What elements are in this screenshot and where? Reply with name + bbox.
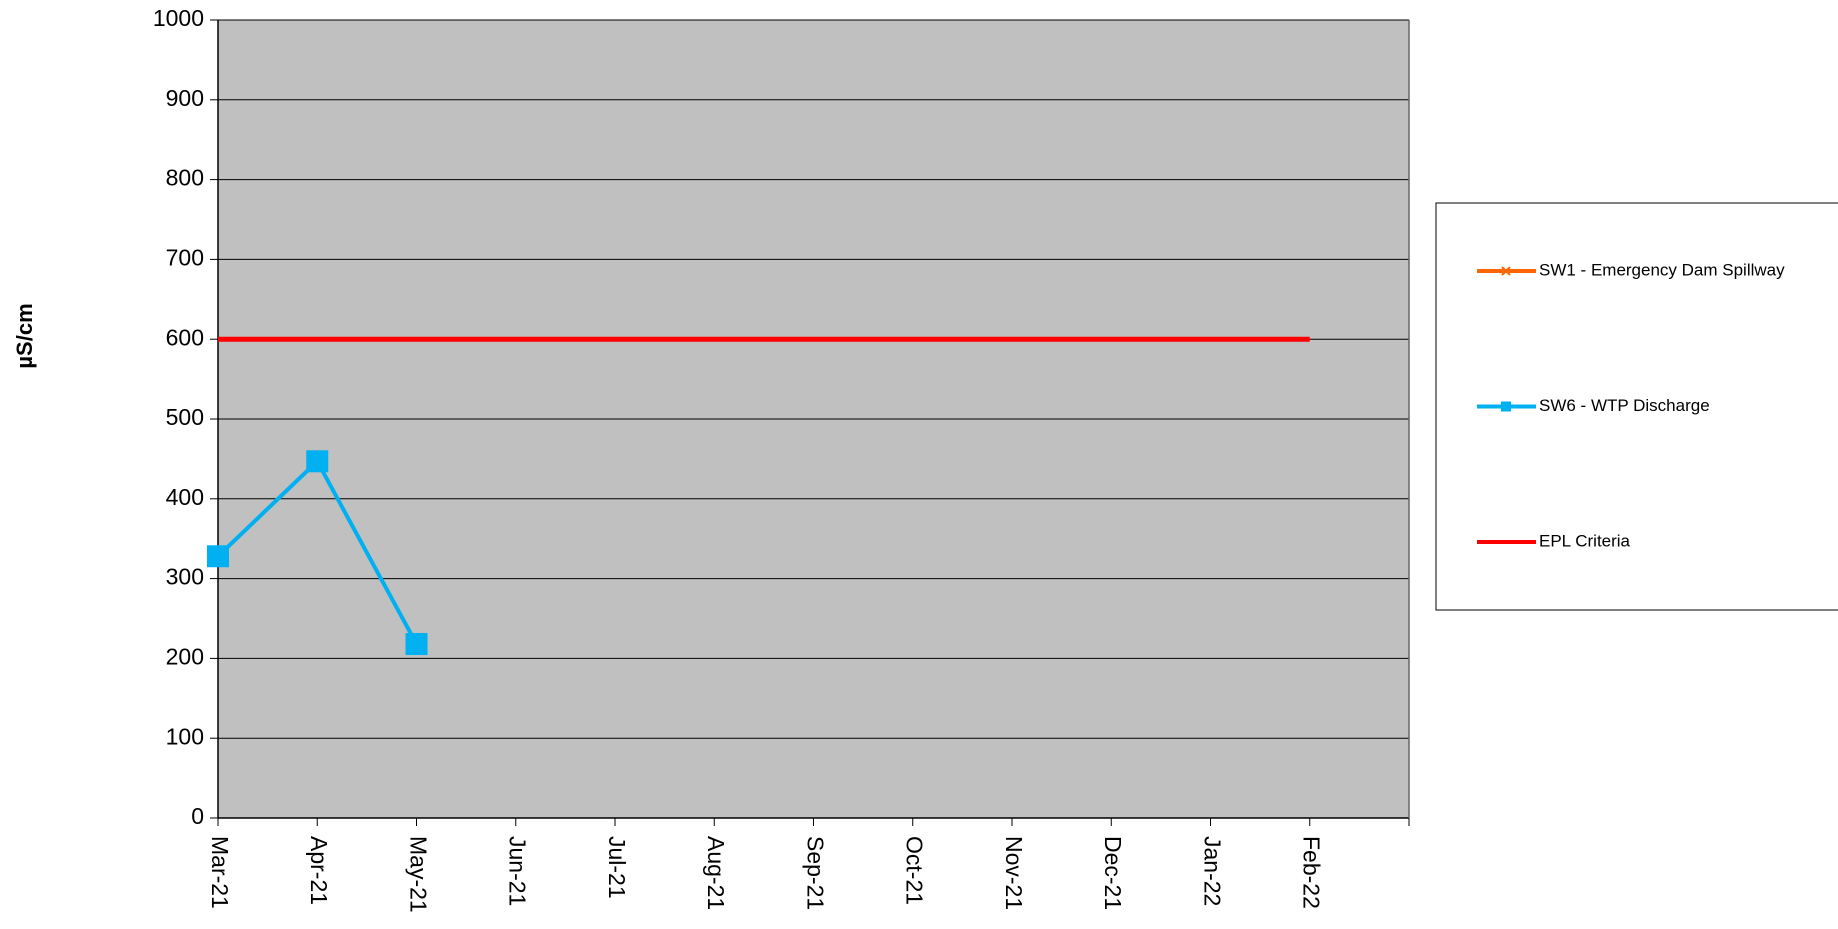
legend-marker: [1501, 401, 1511, 412]
y-tick-label: 300: [166, 564, 204, 590]
x-tick-label: Apr-21: [306, 836, 332, 905]
legend-label: SW6 - WTP Discharge: [1539, 396, 1710, 415]
legend-label: SW1 - Emergency Dam Spillway: [1539, 260, 1785, 279]
y-axis-label: µS/cm: [12, 303, 37, 368]
y-tick-label: 900: [166, 85, 204, 111]
point-marker: [306, 450, 329, 473]
y-tick-label: 200: [166, 643, 204, 669]
x-tick-label: Oct-21: [902, 836, 928, 905]
y-tick-label: 600: [166, 324, 204, 350]
y-tick-label: 400: [166, 484, 204, 510]
x-tick-label: Jun-21: [505, 836, 531, 906]
x-tick-label: Nov-21: [1001, 836, 1027, 910]
x-tick-label: Mar-21: [207, 836, 233, 909]
x-tick-label: Dec-21: [1100, 836, 1126, 910]
y-tick-label: 700: [166, 244, 204, 270]
legend-marker: [1501, 266, 1511, 276]
y-tick-label: 500: [166, 404, 204, 430]
y-tick-label: 800: [166, 165, 204, 191]
x-tick-label: Jan-22: [1199, 836, 1225, 906]
x-tick-label: May-21: [405, 836, 431, 913]
x-tick-label: Aug-21: [703, 836, 729, 910]
x-tick-label: Sep-21: [802, 836, 828, 910]
y-tick-label: 1000: [153, 5, 204, 31]
x-tick-label: Feb-22: [1299, 836, 1325, 909]
y-tick-label: 100: [166, 723, 204, 749]
point-marker: [207, 545, 229, 568]
y-tick-label: 0: [191, 803, 204, 829]
x-tick-label: Jul-21: [604, 836, 630, 899]
legend-label: EPL Criteria: [1539, 531, 1631, 550]
point-marker: [405, 633, 428, 656]
